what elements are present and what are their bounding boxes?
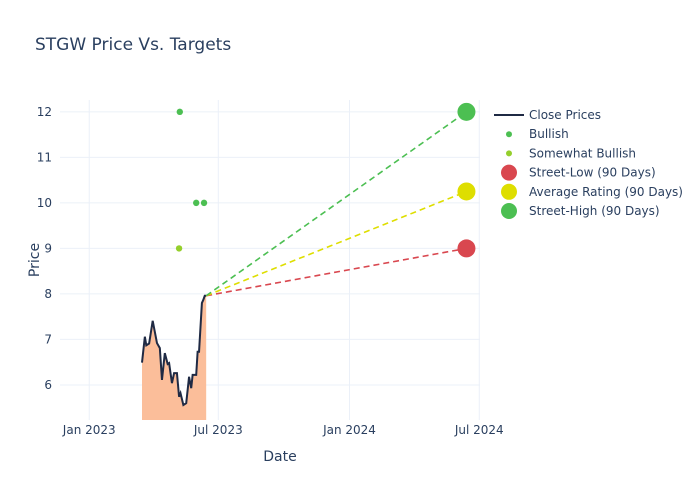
street-low-marker xyxy=(457,239,476,258)
average-rating-line xyxy=(205,190,467,297)
y-tick-label: 7 xyxy=(44,332,52,346)
x-tick-label: Jan 2023 xyxy=(62,423,116,437)
x-tick-label: Jan 2024 xyxy=(322,423,376,437)
average-rating-marker xyxy=(457,182,476,201)
street-low-line xyxy=(206,247,467,297)
legend-item: Somewhat Bullish xyxy=(529,146,636,160)
legend-item: Close Prices xyxy=(529,108,601,122)
y-tick-label: 11 xyxy=(37,150,52,164)
street-high-line xyxy=(205,111,467,297)
legend-item: Bullish xyxy=(529,127,569,141)
legend-swatch-marker xyxy=(501,203,517,219)
legend-swatch-marker xyxy=(501,183,517,200)
legend: Close Prices Bullish Somewhat Bullish Stree… xyxy=(494,108,683,219)
x-tick-label: Jul 2024 xyxy=(454,423,504,437)
close-price-area xyxy=(142,295,207,420)
bullish-point xyxy=(200,199,208,207)
legend-item: Street-High (90 Days) xyxy=(529,204,660,218)
legend-swatch-marker xyxy=(506,150,512,157)
y-tick-label: 8 xyxy=(44,287,52,301)
somewhat-bullish-point xyxy=(175,245,183,252)
close-price-line xyxy=(141,294,207,407)
legend-item: Average Rating (90 Days) xyxy=(529,185,683,199)
y-tick-label: 9 xyxy=(44,241,52,255)
chart-title: STGW Price Vs. Targets xyxy=(35,35,231,55)
legend-swatch-marker xyxy=(506,131,512,138)
y-axis-label: Price xyxy=(27,243,43,277)
street-high-marker xyxy=(457,102,476,121)
y-tick-label: 6 xyxy=(44,378,52,392)
y-tick-label: 12 xyxy=(37,105,52,119)
bullish-point xyxy=(176,108,183,116)
y-tick-label: 10 xyxy=(37,196,52,210)
legend-swatch-marker xyxy=(501,164,517,181)
legend-item: Street-Low (90 Days) xyxy=(529,166,656,180)
bullish-point xyxy=(192,199,200,207)
x-tick-label: Jul 2023 xyxy=(193,423,243,437)
x-axis-label: Date xyxy=(263,449,296,465)
